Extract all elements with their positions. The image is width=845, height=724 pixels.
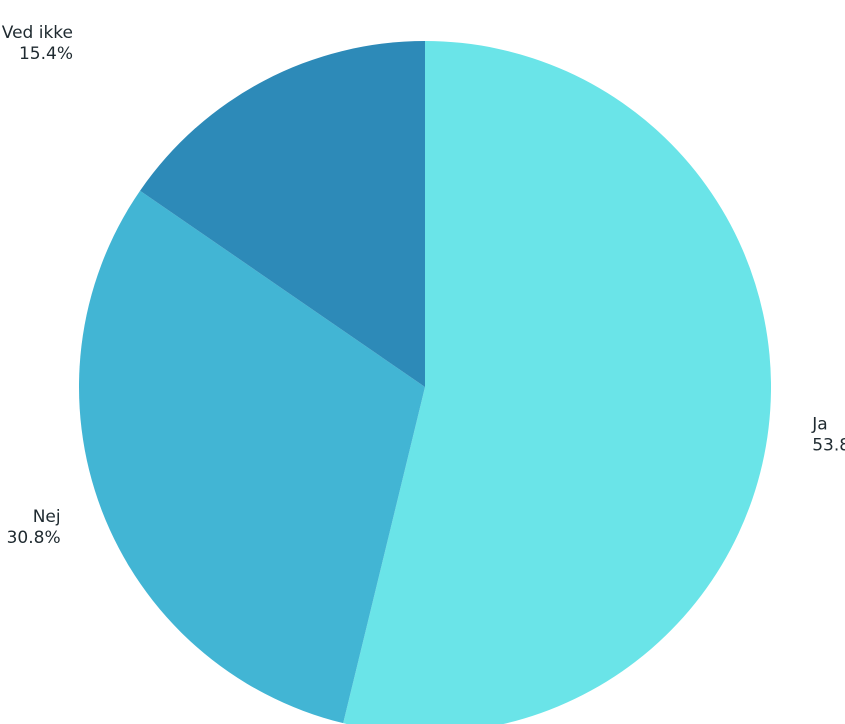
- slice-label-nej: Nej 30.8%: [7, 507, 61, 548]
- slice-category-label: Nej: [33, 507, 61, 527]
- slice-percent-label: 15.4%: [19, 44, 73, 64]
- slice-label-ved-ikke: Ved ikke 15.4%: [2, 23, 73, 64]
- slice-percent-label: 53.8%: [812, 435, 845, 455]
- pie-slice-ved-ikke: [140, 41, 425, 387]
- slice-percent-label: 30.8%: [7, 528, 61, 548]
- pie-slices: [79, 41, 771, 724]
- slice-category-label: Ja: [811, 414, 827, 434]
- pie-slice-nej: [79, 190, 425, 724]
- slice-category-label: Ved ikke: [2, 23, 73, 43]
- pie-slice-ja: [343, 41, 771, 724]
